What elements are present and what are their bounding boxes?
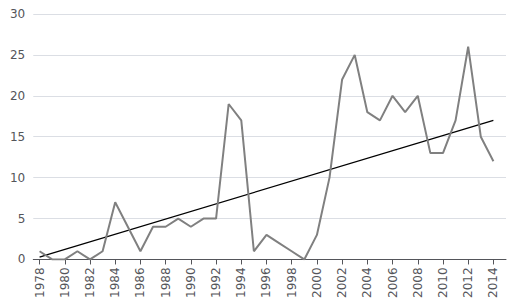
svg-text:2008: 2008 <box>411 267 425 298</box>
svg-text:1992: 1992 <box>209 267 223 298</box>
svg-text:15: 15 <box>10 130 25 144</box>
svg-text:2002: 2002 <box>335 267 349 298</box>
svg-text:20: 20 <box>10 89 25 103</box>
svg-text:2010: 2010 <box>436 267 450 298</box>
svg-text:1986: 1986 <box>133 267 147 298</box>
svg-text:1980: 1980 <box>58 267 72 298</box>
svg-text:2000: 2000 <box>310 267 324 298</box>
svg-text:1984: 1984 <box>108 267 122 298</box>
svg-text:25: 25 <box>10 48 25 62</box>
svg-text:1998: 1998 <box>285 267 299 298</box>
svg-text:5: 5 <box>18 212 26 226</box>
svg-text:2012: 2012 <box>461 267 475 298</box>
svg-text:30: 30 <box>10 7 25 21</box>
svg-text:1988: 1988 <box>159 267 173 298</box>
svg-text:1996: 1996 <box>259 267 273 298</box>
svg-text:1994: 1994 <box>234 267 248 298</box>
svg-text:1990: 1990 <box>184 267 198 298</box>
svg-text:10: 10 <box>10 171 25 185</box>
svg-text:1978: 1978 <box>33 267 47 298</box>
svg-text:0: 0 <box>18 252 26 266</box>
svg-text:1982: 1982 <box>83 267 97 298</box>
svg-text:2014: 2014 <box>486 267 500 298</box>
svg-text:2004: 2004 <box>360 267 374 298</box>
svg-text:2006: 2006 <box>386 267 400 298</box>
